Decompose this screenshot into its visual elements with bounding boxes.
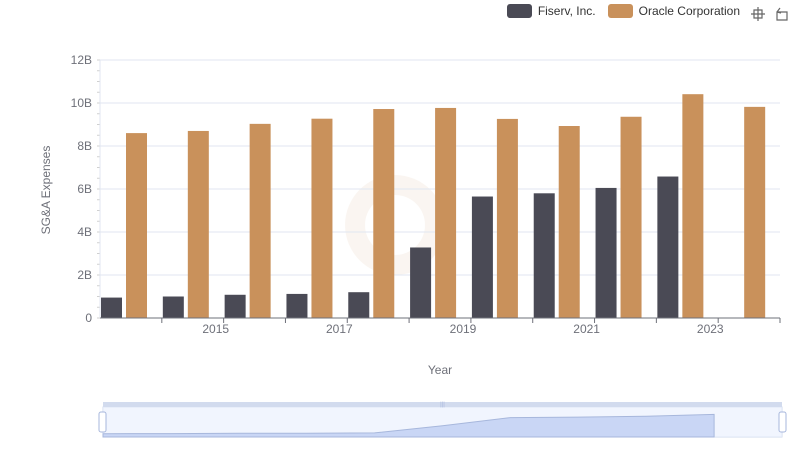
bar-oracle-2023 bbox=[682, 94, 704, 318]
zoom-preview-area bbox=[102, 413, 715, 438]
bars bbox=[101, 94, 766, 319]
legend-swatch-oracle bbox=[607, 4, 633, 18]
zoom-icon[interactable] bbox=[750, 6, 766, 22]
legend-item-oracle[interactable]: Oracle Corporation bbox=[607, 4, 740, 18]
bar-oracle-2019 bbox=[435, 107, 457, 318]
x-tick-label: 2017 bbox=[326, 322, 353, 336]
y-axis: 0 2B 4B 6B 8B 10B 12B bbox=[71, 53, 101, 325]
legend-swatch-fiserv bbox=[506, 4, 532, 18]
x-tick-label: 2019 bbox=[450, 322, 477, 336]
legend-item-fiserv[interactable]: Fiserv, Inc. bbox=[506, 4, 596, 18]
bar-oracle-2024 bbox=[744, 106, 766, 319]
toolbox bbox=[750, 6, 790, 22]
legend-label-oracle: Oracle Corporation bbox=[638, 4, 740, 18]
x-axis-title: Year bbox=[428, 363, 452, 377]
legend: Fiserv, Inc. Oracle Corporation bbox=[506, 4, 740, 18]
zoom-handle-left bbox=[98, 411, 107, 433]
y-tick-label: 4B bbox=[77, 225, 92, 239]
zoom-grip: ||| bbox=[440, 402, 445, 408]
zoom-top-bar bbox=[103, 402, 782, 407]
bar-fiserv-2023 bbox=[657, 176, 679, 318]
bar-oracle-2015 bbox=[187, 130, 209, 318]
restore-icon[interactable] bbox=[774, 6, 790, 22]
bar-fiserv-2018 bbox=[348, 292, 370, 318]
y-tick-label: 0 bbox=[85, 311, 92, 325]
bar-oracle-2018 bbox=[373, 109, 395, 319]
data-zoom-slider[interactable]: ||| bbox=[98, 402, 787, 438]
x-axis: 2015 2017 2019 2021 2023 bbox=[100, 317, 781, 336]
y-tick-label: 10B bbox=[71, 96, 92, 110]
x-tick-label: 2021 bbox=[573, 322, 600, 336]
legend-label-fiserv: Fiserv, Inc. bbox=[537, 4, 596, 18]
bar-oracle-2014 bbox=[126, 133, 147, 318]
bar-fiserv-2017 bbox=[286, 293, 308, 318]
y-tick-label: 6B bbox=[77, 182, 92, 196]
bar-fiserv-2019 bbox=[410, 247, 432, 318]
bar-fiserv-2020 bbox=[471, 196, 493, 318]
bar-oracle-2016 bbox=[249, 123, 271, 318]
y-tick-label: 12B bbox=[71, 53, 92, 67]
bar-fiserv-2015 bbox=[162, 296, 184, 318]
y-axis-title: SG&A Expenses bbox=[39, 146, 53, 235]
y-tick-label: 2B bbox=[77, 268, 92, 282]
bar-oracle-2021 bbox=[558, 126, 580, 318]
bar-fiserv-2021 bbox=[533, 193, 555, 318]
bar-fiserv-2016 bbox=[224, 294, 246, 318]
zoom-handle-right bbox=[778, 411, 787, 433]
bar-oracle-2022 bbox=[620, 116, 642, 318]
y-tick-label: 8B bbox=[77, 139, 92, 153]
x-tick-label: 2023 bbox=[697, 322, 724, 336]
bar-fiserv-2022 bbox=[595, 187, 617, 318]
x-tick-label: 2015 bbox=[202, 322, 229, 336]
bar-fiserv-2014 bbox=[101, 297, 122, 318]
bar-oracle-2020 bbox=[496, 118, 518, 318]
bar-oracle-2017 bbox=[311, 118, 333, 318]
